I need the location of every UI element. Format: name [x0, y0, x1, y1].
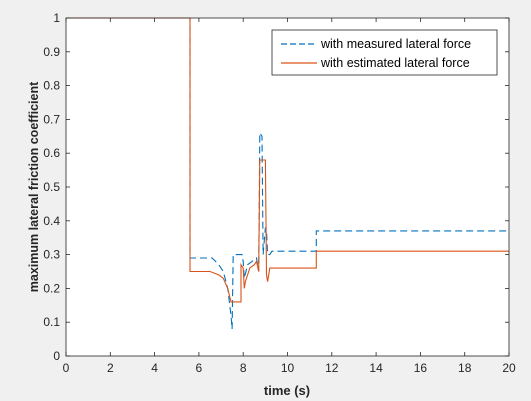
y-tick-label: 0.1: [43, 315, 60, 329]
x-tick-label: 6: [196, 361, 203, 375]
legend-label-measured: with measured lateral force: [320, 37, 471, 51]
y-tick-label: 0.9: [43, 45, 60, 59]
legend-box: [271, 29, 498, 76]
x-tick-label: 20: [502, 361, 516, 375]
y-tick-label: 0.4: [43, 214, 60, 228]
x-tick-label: 14: [369, 361, 383, 375]
legend-label-estimated: with estimated lateral force: [320, 56, 470, 70]
x-axis-label: time (s): [264, 383, 310, 398]
y-tick-label: 0.3: [43, 248, 60, 262]
series-line-estimated: [66, 17, 509, 303]
legend: with measured lateral force with estimat…: [271, 29, 498, 76]
y-tick-label: 0.2: [43, 281, 60, 295]
axes-layer: 0 2 4 6 8 10 12 14 16 18 20 0 0.1 0.2 0.3 0.4 0.5 0.6 0.7 0…: [43, 11, 516, 375]
series-line-measured: [66, 17, 509, 330]
series-layer: [66, 17, 509, 330]
x-tick-label: 10: [281, 361, 295, 375]
x-tick-label: 12: [325, 361, 339, 375]
y-tick-label: 0: [53, 349, 60, 363]
y-tick-label: 0.7: [43, 112, 60, 126]
x-tick-label: 2: [107, 361, 114, 375]
x-tick-label: 0: [63, 361, 70, 375]
y-tick-label: 0.8: [43, 79, 60, 93]
x-tick-label: 8: [240, 361, 247, 375]
y-tick-label: 1: [53, 11, 60, 25]
x-tick-label: 16: [414, 361, 428, 375]
y-tick-label: 0.6: [43, 146, 60, 160]
x-tick-label: 18: [458, 361, 472, 375]
y-tick-label: 0.5: [43, 180, 60, 194]
y-axis-label: maximum lateral friction coefficient: [27, 81, 41, 292]
x-tick-label: 4: [151, 361, 158, 375]
